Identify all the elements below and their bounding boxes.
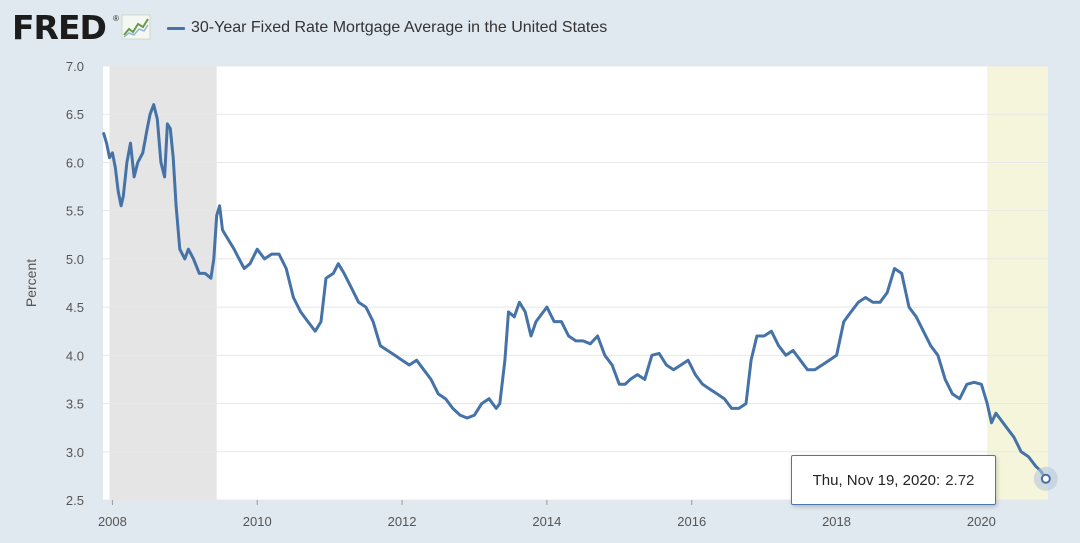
hover-point[interactable] (1040, 473, 1051, 484)
y-tick-label: 3.5 (66, 397, 84, 412)
x-tick-label: 2020 (967, 514, 996, 529)
y-tick-label: 4.0 (66, 348, 84, 363)
y-tick-label: 6.0 (66, 155, 84, 170)
data-tooltip: Thu, Nov 19, 2020: 2.72 (791, 455, 996, 505)
y-tick-label: 5.5 (66, 204, 84, 219)
legend[interactable]: 30-Year Fixed Rate Mortgage Average in t… (167, 16, 607, 40)
x-tick-label: 2010 (243, 514, 272, 529)
y-ticks: 2.5 3.0 3.5 4.0 4.5 5.0 5.5 6.0 6.5 7.0 (66, 59, 84, 508)
tooltip-date: Thu, Nov 19, 2020: (812, 471, 941, 489)
x-tick-label: 2008 (98, 514, 127, 529)
legend-series-title: 30-Year Fixed Rate Mortgage Average in t… (191, 19, 608, 36)
x-tick-label: 2014 (532, 514, 561, 529)
line-chart-icon (121, 14, 151, 40)
y-tick-label: 6.5 (66, 107, 84, 122)
x-tick-label: 2012 (388, 514, 417, 529)
shaded-regions (109, 66, 1048, 500)
shaded-region (109, 66, 217, 500)
x-tick-label: 2018 (822, 514, 851, 529)
fred-registered-mark: ® (113, 14, 119, 23)
y-tick-label: 3.0 (66, 445, 84, 460)
legend-swatch (167, 26, 185, 30)
plot-background (103, 66, 1048, 500)
header: FRED ® 30-Year Fixed Rate Mortgage Avera… (0, 0, 1080, 58)
y-tick-label: 4.5 (66, 300, 84, 315)
fred-logo[interactable]: FRED (12, 8, 107, 47)
y-axis-title: Percent (23, 259, 39, 307)
x-ticks: 2008 2010 2012 2014 2016 2018 2020 (98, 500, 996, 529)
y-tick-label: 2.5 (66, 493, 84, 508)
tooltip-value: 2.72 (945, 471, 975, 489)
y-tick-label: 5.0 (66, 252, 84, 267)
y-tick-label: 7.0 (66, 59, 84, 74)
series-line[interactable] (102, 103, 1048, 481)
shaded-region (987, 66, 1048, 500)
x-tick-label: 2016 (677, 514, 706, 529)
